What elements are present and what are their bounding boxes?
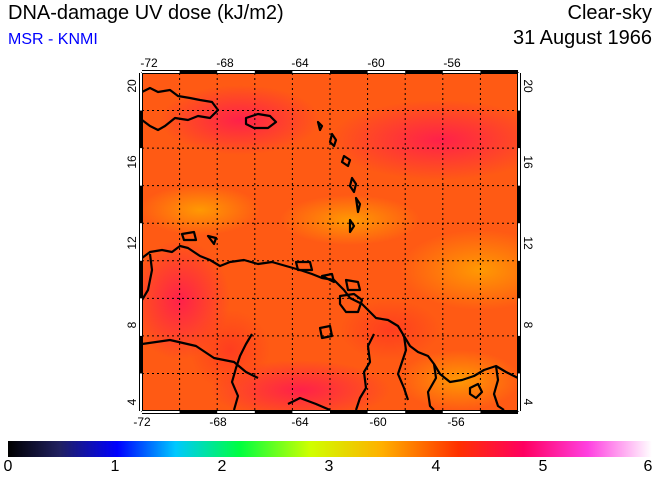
lon-bottom-label-3: -60 xyxy=(369,415,387,429)
frame-tick-segment xyxy=(140,298,142,336)
frame-alternating-ticks xyxy=(140,71,520,413)
lon-top-label-3: -60 xyxy=(367,56,385,70)
sky-condition-label: Clear-sky xyxy=(567,2,652,24)
lat-right-label-2: 12 xyxy=(521,236,535,250)
frame-tick-segment xyxy=(367,411,406,413)
frame-tick-segment xyxy=(217,71,255,73)
lat-left-label-0: 4 xyxy=(125,398,139,405)
frame-tick-segment xyxy=(140,148,142,186)
lat-left-label-4: 20 xyxy=(125,79,139,93)
frame-tick-segment xyxy=(217,411,255,413)
map-title: DNA-damage UV dose (kJ/m2) xyxy=(8,2,284,24)
frame-tick-segment xyxy=(442,411,481,413)
frame-tick-segment xyxy=(518,223,520,261)
frame-tick-segment xyxy=(140,373,142,411)
frame-tick-segment xyxy=(142,71,180,73)
lat-right-label-4: 20 xyxy=(521,79,535,93)
colorbar-tick-1: 1 xyxy=(110,458,120,475)
colorbar-tick-3: 3 xyxy=(324,458,334,475)
lon-top-label-2: -64 xyxy=(291,56,309,70)
frame-tick-segment xyxy=(292,71,330,73)
lat-right-label-3: 16 xyxy=(521,155,535,169)
frame-tick-segment xyxy=(292,411,330,413)
lon-bottom-label-0: -72 xyxy=(133,415,151,429)
lon-top-label-4: -56 xyxy=(443,56,461,70)
frame-tick-segment xyxy=(518,73,520,111)
lat-right-label-1: 8 xyxy=(521,322,535,329)
lon-top-label-0: -72 xyxy=(140,56,158,70)
colorbar-tick-2: 2 xyxy=(217,458,227,475)
lat-lon-grid xyxy=(142,73,518,411)
colorbar-tick-labels: 0 1 2 3 4 5 6 xyxy=(0,458,660,478)
frame-tick-segment xyxy=(518,298,520,336)
colorbar-tick-0: 0 xyxy=(3,458,13,475)
frame-tick-segment xyxy=(142,411,180,413)
lat-left-label-2: 12 xyxy=(125,236,139,250)
lat-right-label-0: 4 xyxy=(521,399,535,406)
lon-top-label-1: -68 xyxy=(216,56,234,70)
frame-tick-segment xyxy=(518,373,520,411)
lat-left-label-1: 8 xyxy=(125,321,139,328)
coastlines xyxy=(142,86,518,411)
colorbar xyxy=(8,441,652,457)
frame-tick-segment xyxy=(442,71,481,73)
lat-left-label-3: 16 xyxy=(125,155,139,169)
frame-tick-segment xyxy=(140,73,142,111)
uv-dose-map: -72 -68 -64 -60 -56 -72 -68 -64 -60 -56 … xyxy=(8,56,652,457)
axis-labels: -72 -68 -64 -60 -56 -72 -68 -64 -60 -56 … xyxy=(125,56,535,429)
lon-bottom-label-4: -56 xyxy=(447,415,465,429)
lon-bottom-label-2: -64 xyxy=(291,415,309,429)
source-label: MSR - KNMI xyxy=(8,31,98,48)
frame-tick-segment xyxy=(367,71,406,73)
lon-bottom-label-1: -68 xyxy=(209,415,227,429)
colorbar-tick-4: 4 xyxy=(431,458,441,475)
date-label: 31 August 1966 xyxy=(512,27,652,49)
frame-tick-segment xyxy=(140,223,142,261)
colorbar-tick-6: 6 xyxy=(643,458,653,475)
colorbar-tick-5: 5 xyxy=(538,458,548,475)
frame-tick-segment xyxy=(518,148,520,186)
